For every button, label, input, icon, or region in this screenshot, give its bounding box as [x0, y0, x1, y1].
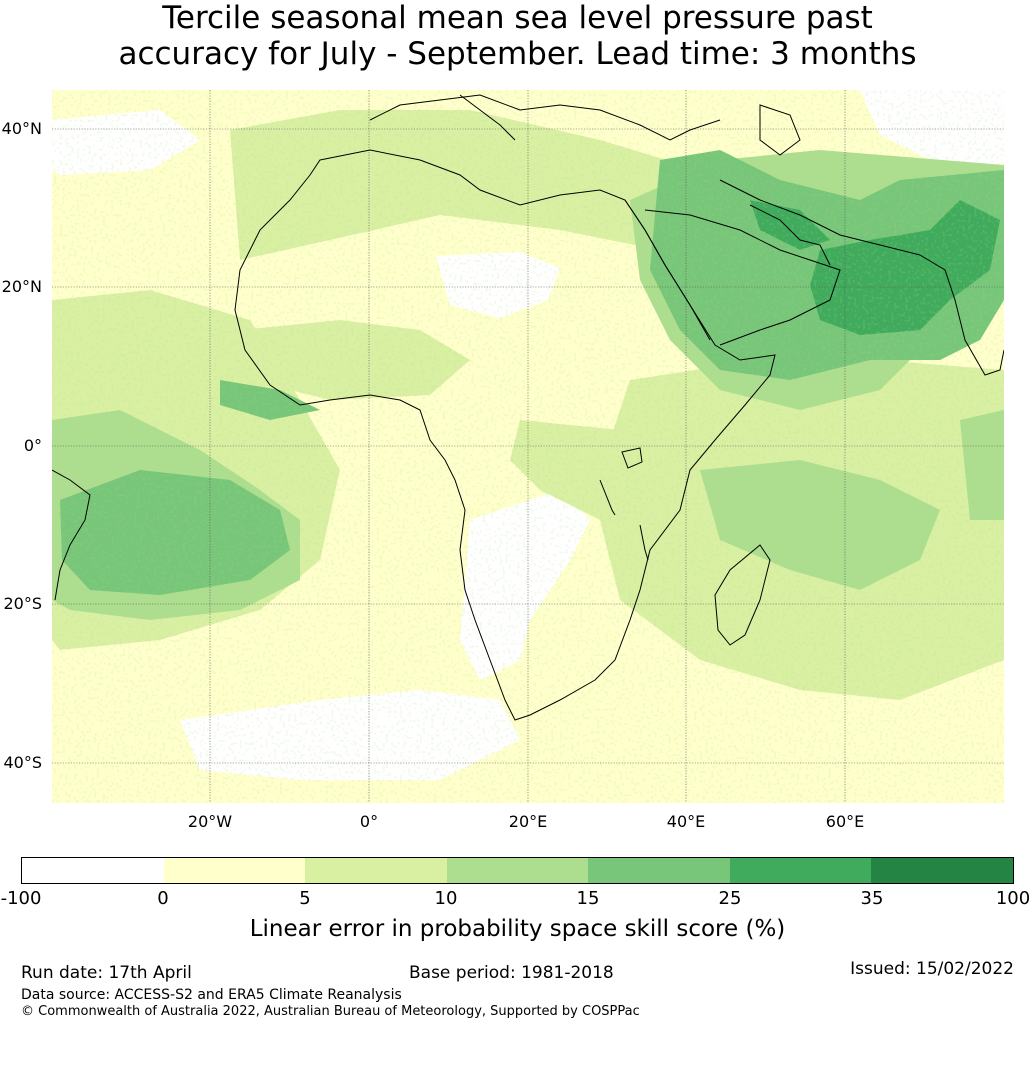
colorbar-tick-label: 35: [860, 888, 884, 909]
issued-date: Issued: 15/02/2022: [850, 959, 1014, 979]
lon-label-20w: 20°W: [187, 812, 233, 831]
coastline-lake-tanganyika: [599, 479, 616, 516]
lat-label-20n: 20°N: [1, 277, 42, 296]
colorbar: [21, 857, 1014, 884]
coastline-europe: [369, 94, 721, 141]
colorbar-segment-3: [305, 858, 447, 883]
coastline-lake-victoria: [621, 447, 643, 469]
coastline-lake-malawi: [639, 524, 649, 561]
lat-label-40s: 40°S: [3, 753, 42, 772]
colorbar-tick-label: 10: [434, 888, 458, 909]
base-period: Base period: 1981-2018: [409, 963, 614, 983]
skill-score-map: [52, 90, 1004, 803]
coastline-madagascar: [714, 544, 771, 646]
colorbar-tick-label: 15: [576, 888, 600, 909]
colorbar-tick-label: 100: [995, 888, 1031, 909]
map-title-line-1: Tercile seasonal mean sea level pressure…: [162, 0, 873, 36]
run-date: Run date: 17th April: [21, 963, 192, 983]
colorbar-segment-6: [729, 858, 872, 883]
colorbar-tick-label: -100: [0, 888, 42, 909]
coastline-red-sea: [624, 199, 711, 341]
coastline-iran: [719, 179, 921, 256]
lon-label-20e: 20°E: [508, 812, 548, 831]
coastlines: [52, 94, 1004, 721]
colorbar-tick-label: 25: [718, 888, 742, 909]
lat-label-40n: 40°N: [1, 119, 42, 138]
data-source: Data source: ACCESS-S2 and ERA5 Climate …: [21, 987, 402, 1003]
map-title: Tercile seasonal mean sea level pressure…: [0, 0, 1035, 72]
coastline-italy: [459, 94, 516, 141]
colorbar-tick-label: 5: [299, 888, 311, 909]
colorbar-segment-5: [588, 858, 730, 883]
coastline-india: [919, 254, 1004, 376]
coastline-brazil: [52, 469, 91, 601]
colorbar-segment-1: [22, 858, 164, 883]
gridlines: [52, 90, 1004, 803]
coastline-persian-gulf: [749, 204, 831, 266]
lon-label-40e: 40°E: [666, 812, 706, 831]
colorbar-segment-4: [446, 858, 589, 883]
coastline-arabia: [644, 209, 841, 346]
coastline-caspian: [759, 104, 801, 156]
lat-label-20s: 20°S: [3, 594, 42, 613]
colorbar-tick-label: 0: [157, 888, 169, 909]
lon-label-60e: 60°E: [825, 812, 865, 831]
colorbar-segment-7: [871, 858, 1014, 883]
colorbar-label: Linear error in probability space skill …: [249, 916, 786, 942]
lon-label-0: 0°: [359, 812, 379, 831]
colorbar-segment-2: [163, 858, 306, 883]
lat-label-0: 0°: [23, 436, 42, 455]
copyright: © Commonwealth of Australia 2022, Austra…: [21, 1004, 640, 1019]
map-title-line-2: accuracy for July - September. Lead time…: [118, 36, 917, 72]
